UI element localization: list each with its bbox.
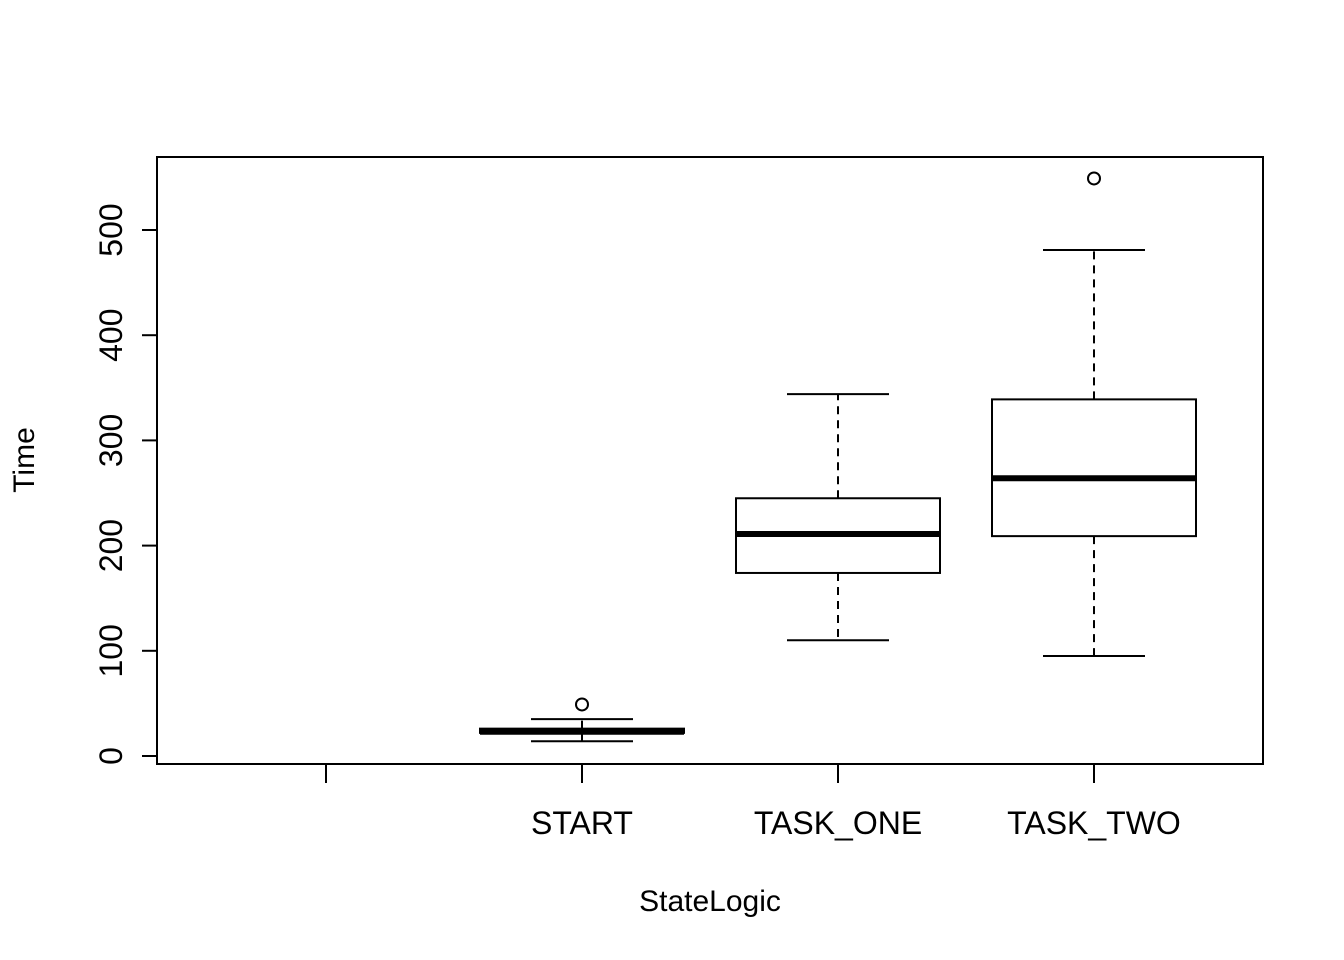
x-tick-label: TASK_TWO: [1007, 805, 1181, 841]
box-task-one: [735, 393, 941, 642]
boxes: [479, 171, 1197, 743]
y-tick-label: 300: [93, 414, 129, 467]
box-task-two: [991, 171, 1197, 658]
outlier-point: [1087, 171, 1101, 186]
plot-frame: [156, 156, 1264, 765]
y-axis-title: Time: [8, 427, 41, 493]
box-start: [479, 697, 685, 743]
y-tick-label: 500: [93, 203, 129, 256]
y-tick-label: 100: [93, 624, 129, 677]
outlier-point: [575, 697, 589, 712]
y-tick-label: 0: [93, 747, 129, 765]
y-tick-label: 400: [93, 309, 129, 362]
box-iqr: [991, 398, 1197, 538]
y-tick-label: 200: [93, 519, 129, 572]
x-tick-label: START: [531, 805, 633, 841]
x-axis: START TASK_ONE TASK_TWO: [325, 764, 1181, 841]
x-axis-title: StateLogic: [639, 885, 781, 918]
x-tick-label: TASK_ONE: [754, 805, 922, 841]
y-axis: 0 100 200 300 400 500: [93, 203, 157, 765]
